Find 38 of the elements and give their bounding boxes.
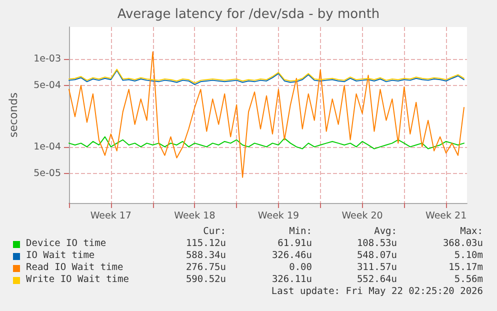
text: Min:: [289, 226, 312, 238]
text: 0.00: [289, 262, 312, 274]
text: 115.12u: [186, 238, 226, 250]
x-tick-label: Week 20: [342, 210, 383, 222]
legend-label: Write IO Wait time: [26, 274, 129, 286]
legend-label: IO Wait time: [26, 250, 95, 262]
text: Avg:: [374, 226, 397, 238]
text: 15.17m: [448, 262, 483, 274]
text: Max:: [460, 226, 483, 238]
y-tick-label: 1e-03: [34, 53, 61, 64]
y-tick-label: 5e-05: [34, 168, 61, 179]
x-tick-label: Week 21: [425, 210, 467, 222]
text: Last update: Fri May 22 02:25:20 2026: [271, 286, 483, 298]
text: 108.53u: [356, 238, 397, 250]
legend-label: Read IO Wait time: [26, 262, 124, 274]
chart-title: Average latency for /dev/sda - by month: [117, 7, 380, 22]
text: 588.34u: [186, 250, 226, 262]
x-tick-label: Week 18: [174, 210, 216, 222]
y-axis-title: seconds: [7, 92, 20, 138]
text: 590.52u: [186, 274, 226, 286]
y-tick-label: 1e-04: [34, 141, 61, 152]
text: 368.03u: [442, 238, 483, 250]
text: 61.91u: [278, 238, 312, 250]
text: 5.56m: [454, 274, 483, 286]
x-tick-label: Week 19: [258, 210, 300, 222]
text: 326.46u: [272, 250, 312, 262]
line-series: [68, 51, 465, 178]
text: 552.64u: [356, 274, 397, 286]
text: 276.75u: [186, 262, 226, 274]
line-series: [68, 136, 465, 150]
text: 548.07u: [356, 250, 397, 262]
text: 326.11u: [272, 274, 312, 286]
text: Cur:: [203, 226, 226, 238]
legend-label: Device IO time: [26, 238, 106, 250]
text: 5.10m: [454, 250, 483, 262]
text: 311.57u: [356, 262, 397, 274]
y-tick-label: 5e-04: [34, 80, 61, 91]
x-tick-label: Week 17: [90, 210, 132, 222]
